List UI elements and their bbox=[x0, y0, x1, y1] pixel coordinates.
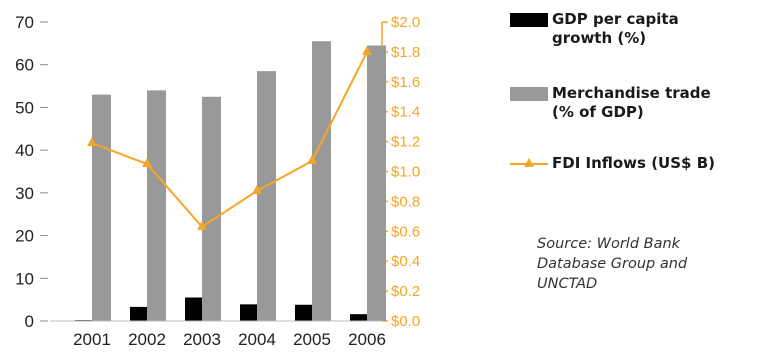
right-axis-tick-label: $1.4 bbox=[391, 104, 420, 121]
x-axis-tick-label: 2002 bbox=[128, 330, 166, 349]
x-axis-ticks: 2001 2002 2003 2004 2005 2006 bbox=[73, 330, 386, 349]
x-axis-tick-label: 2001 bbox=[73, 330, 111, 349]
right-axis-tick-label: $1.0 bbox=[391, 164, 420, 181]
x-axis-tick-label: 2003 bbox=[183, 330, 221, 349]
fdi-marker bbox=[307, 155, 317, 165]
trade-bar bbox=[312, 41, 331, 321]
right-axis-tick-label: $1.6 bbox=[391, 74, 420, 91]
left-axis-tick-label: 70 bbox=[15, 13, 34, 32]
left-axis-tick-label: 50 bbox=[15, 98, 34, 117]
trade-bar bbox=[257, 71, 276, 321]
bars-group bbox=[75, 41, 386, 321]
right-axis-tick-label: $2.0 bbox=[391, 14, 420, 31]
legend-swatch-gdp bbox=[510, 13, 548, 27]
left-axis-tick-label: 0 bbox=[25, 312, 34, 331]
x-axis-tick-label: 2005 bbox=[293, 330, 331, 349]
fdi-marker bbox=[252, 184, 262, 194]
gdp-bar bbox=[295, 304, 312, 321]
left-axis-tick-label: 40 bbox=[15, 141, 34, 160]
left-axis-tick-label: 20 bbox=[15, 227, 34, 246]
fdi-line-group bbox=[87, 45, 372, 230]
legend-swatch-fdi bbox=[510, 158, 548, 167]
source-note: Source: World Bank Database Group and UN… bbox=[537, 236, 688, 292]
legend-item-fdi: FDI Inflows (US$ B) bbox=[510, 154, 742, 174]
gdp-bar bbox=[240, 304, 257, 321]
right-axis-tick-label: $0.8 bbox=[391, 193, 420, 210]
x-axis-tick-label: 2004 bbox=[238, 330, 276, 349]
fdi-marker bbox=[362, 45, 372, 55]
left-axis-tick-label: 10 bbox=[15, 269, 34, 288]
right-axis-tick-label: $0.4 bbox=[391, 253, 420, 270]
legend-label-gdp: GDP per capita growth (%) bbox=[552, 10, 679, 47]
gdp-bar bbox=[350, 314, 367, 321]
left-axis-tick-label: 60 bbox=[15, 56, 34, 75]
right-axis-tick-label: $1.8 bbox=[391, 44, 420, 61]
trade-bar bbox=[367, 45, 386, 321]
trade-bar bbox=[202, 96, 221, 321]
gdp-bar bbox=[130, 306, 147, 321]
legend-item-trade: Merchandise trade (% of GDP) bbox=[510, 84, 742, 122]
left-axis-tick-label: 30 bbox=[15, 184, 34, 203]
left-y-axis: 0 10 20 30 40 50 60 70 bbox=[15, 13, 48, 331]
legend-swatch-trade bbox=[510, 87, 548, 101]
right-axis-tick-label: $1.2 bbox=[391, 134, 420, 151]
right-y-axis: $0.0 $0.2 $0.4 $0.6 $0.8 $1.0 $1.2 $1.4 $1.6 $1.8… bbox=[381, 14, 420, 330]
right-axis-tick-label: $0.6 bbox=[391, 223, 420, 240]
x-axis-tick-label: 2006 bbox=[348, 330, 386, 349]
fdi-marker bbox=[197, 220, 207, 230]
legend-item-gdp: GDP per capita growth (%) bbox=[510, 10, 742, 48]
legend-label-trade: Merchandise trade (% of GDP) bbox=[552, 84, 711, 121]
fdi-marker bbox=[87, 137, 97, 147]
legend-label-fdi: FDI Inflows (US$ B) bbox=[552, 154, 715, 172]
trade-bar bbox=[92, 94, 111, 321]
fdi-marker bbox=[142, 158, 152, 168]
combo-chart: 0 10 20 30 40 50 60 70 $0.0 $0.2 $0.4 $0.6 $0.8 $1.0… bbox=[15, 13, 420, 349]
right-axis-tick-label: $0.0 bbox=[391, 313, 420, 330]
gdp-bar bbox=[185, 297, 202, 321]
right-axis-tick-label: $0.2 bbox=[391, 283, 420, 300]
fdi-line bbox=[91, 51, 368, 229]
trade-bar bbox=[147, 90, 166, 321]
